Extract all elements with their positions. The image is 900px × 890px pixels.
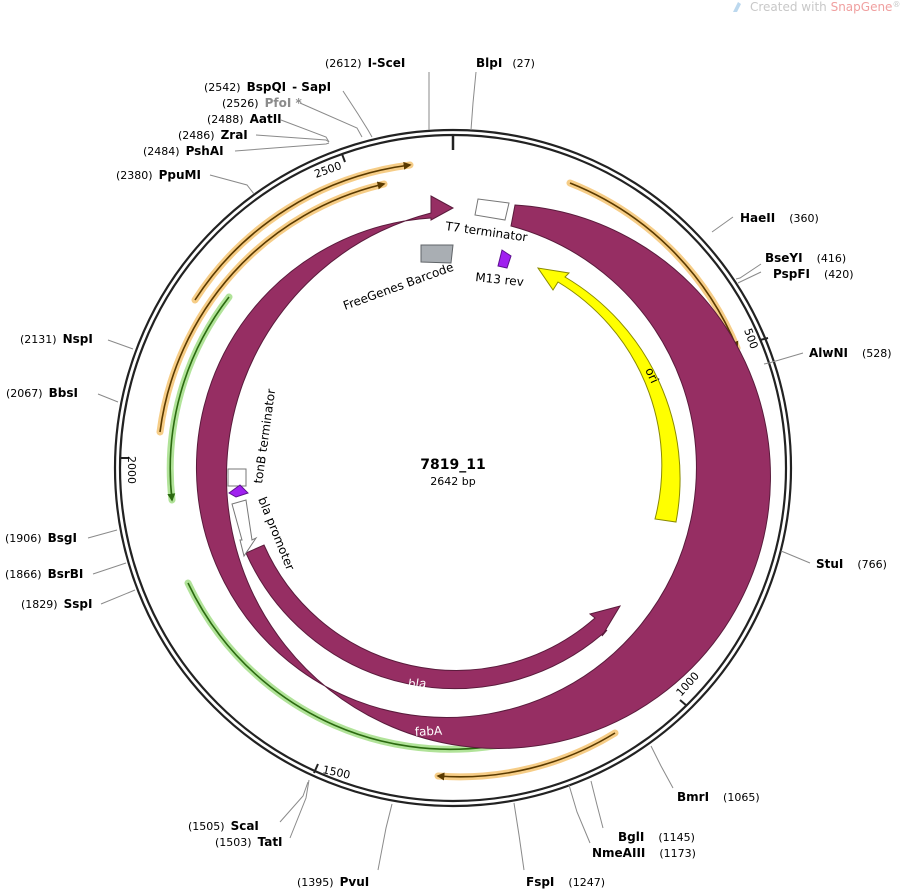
- site-pvui: (1395) PvuI: [297, 875, 369, 889]
- site-bspqi: (2542) BspQI - SapI: [204, 80, 331, 94]
- site-bseyi: BseYI (416): [765, 251, 846, 265]
- site-bgli: BglI (1145): [618, 830, 695, 844]
- watermark-mark: ®: [892, 0, 900, 9]
- ruler-ticks: [120, 153, 769, 774]
- site-leaders: [87, 71, 811, 871]
- orf-green-left: [166, 293, 233, 504]
- site-tati: (1503) TatI: [215, 835, 283, 849]
- plasmid-name: 7819_11: [420, 457, 485, 473]
- orf-arcs: [156, 161, 741, 781]
- orf-top-inner: [156, 180, 388, 436]
- feature-m13-rev: M13 rev: [475, 249, 525, 289]
- orf-bottom: [434, 729, 619, 781]
- site-bsgi: (1906) BsgI: [5, 531, 77, 545]
- ori-label: ori: [642, 365, 661, 385]
- orf-top: [191, 161, 414, 304]
- site-haeii: HaeII (360): [740, 211, 819, 225]
- site-alwni: AlwNI (528): [809, 346, 892, 360]
- site-bbsi: (2067) BbsI: [6, 386, 78, 400]
- site-nmeaiii: NmeAIII (1173): [592, 846, 696, 860]
- site-labels: (2612) I-SceI BlpI (27) (2542) BspQI - SapI …: [5, 56, 892, 889]
- site-blpi: BlpI (27): [476, 56, 535, 70]
- fabA-label: fabA: [414, 724, 443, 739]
- feature-bla: bla: [245, 544, 622, 691]
- site-scai: (1505) ScaI: [188, 819, 259, 833]
- site-fspi: FspI (1247): [526, 875, 605, 889]
- m13-rev-arrow: [497, 249, 512, 269]
- snapgene-logo-icon: [733, 2, 741, 12]
- feature-freegenes-barcode: FreeGenes Barcode: [341, 244, 455, 313]
- snapgene-watermark: Created with SnapGene®: [733, 0, 900, 14]
- site-zrai: (2486) ZraI: [178, 128, 248, 142]
- site-aatii: (2488) AatII: [207, 112, 282, 126]
- orf-right: [566, 179, 741, 352]
- site-bsrbi: (1866) BsrBI: [5, 567, 83, 581]
- freegenes-barcode-label: FreeGenes Barcode: [341, 260, 455, 313]
- m13-rev-label: M13 rev: [475, 270, 525, 289]
- feature-ori: ori: [536, 267, 681, 523]
- site-ppumi: (2380) PpuMI: [116, 168, 201, 182]
- watermark-brand: SnapGene: [831, 0, 893, 14]
- tick-500-mark: [759, 337, 769, 341]
- tick-2000: 2000: [125, 456, 138, 484]
- feature-fabA: fabA: [195, 195, 771, 749]
- tick-1000-mark: [679, 699, 688, 707]
- tick-1500: 1500: [321, 763, 351, 782]
- svg-text:Created with SnapGene®: Created with SnapGene®: [750, 0, 900, 14]
- tonB-terminator-label: tonB terminator: [251, 388, 278, 485]
- tonB-primer-arrow: [228, 484, 249, 498]
- site-pshai: (2484) PshAI: [143, 144, 224, 158]
- site-stui: StuI (766): [816, 557, 887, 571]
- site-nspi: (2131) NspI: [20, 332, 93, 346]
- site-i-scei: (2612) I-SceI: [325, 56, 405, 70]
- site-pspfi: PspFI (420): [773, 267, 854, 281]
- tick-1500-mark: [313, 763, 319, 774]
- backbone: [113, 128, 793, 808]
- plasmid-size: 2642 bp: [430, 475, 475, 488]
- site-bmri: BmrI (1065): [677, 790, 760, 804]
- site-sspi: (1829) SspI: [21, 597, 92, 611]
- site-pfoi: (2526) PfoI *: [222, 96, 302, 110]
- tick-2500: 2500: [313, 159, 344, 181]
- bla-label: bla: [408, 676, 427, 691]
- tick-2500-mark: [341, 153, 346, 163]
- tick-500: 500: [741, 327, 760, 351]
- watermark-prefix: Created with: [750, 0, 831, 14]
